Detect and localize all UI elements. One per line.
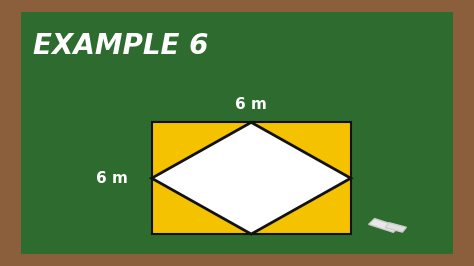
Bar bbox=[453, 0, 474, 266]
Bar bbox=[0, 0, 474, 12]
Text: 5 m: 5 m bbox=[270, 153, 299, 167]
Text: 5 m: 5 m bbox=[203, 190, 233, 204]
Polygon shape bbox=[152, 122, 351, 234]
Bar bbox=[385, 223, 406, 232]
Text: 6 m: 6 m bbox=[96, 171, 128, 186]
Text: EXAMPLE 6: EXAMPLE 6 bbox=[33, 32, 209, 60]
Bar bbox=[152, 122, 351, 234]
Bar bbox=[0, 0, 21, 266]
Text: 5 m: 5 m bbox=[270, 190, 299, 204]
Bar bbox=[369, 219, 399, 232]
Text: 6 m: 6 m bbox=[235, 97, 267, 112]
Text: 5 m: 5 m bbox=[203, 153, 233, 167]
Bar bbox=[0, 254, 474, 266]
